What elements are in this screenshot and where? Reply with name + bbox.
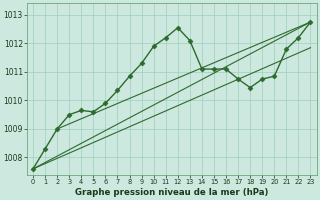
X-axis label: Graphe pression niveau de la mer (hPa): Graphe pression niveau de la mer (hPa) — [75, 188, 268, 197]
